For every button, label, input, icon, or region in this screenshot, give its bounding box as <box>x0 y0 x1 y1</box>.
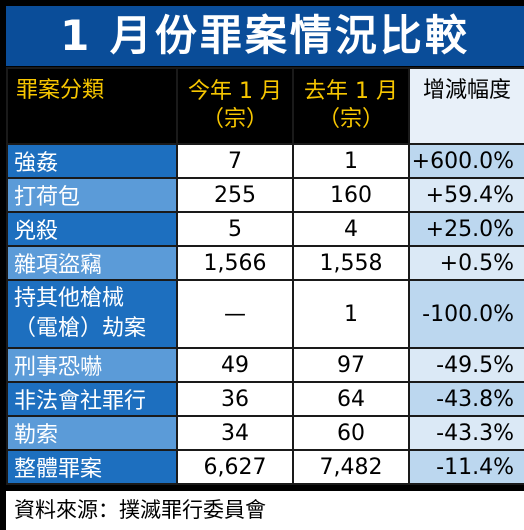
row-category-line1: 持其他槍械 <box>14 286 125 311</box>
header-this-year: 今年 1 月 （宗） <box>176 67 294 145</box>
source-note: 資料來源：撲滅罪行委員會 <box>6 491 524 530</box>
row-last-year: 1 <box>292 143 410 179</box>
header-category: 罪案分類 <box>6 67 178 145</box>
row-change: -43.3% <box>408 415 524 451</box>
row-last-year: 97 <box>292 347 410 383</box>
row-last-year: 4 <box>292 211 410 247</box>
header-this-year-line1: 今年 1 月 <box>188 79 282 104</box>
header-last-year-line1: 去年 1 月 <box>304 79 398 104</box>
page-title: 1 月份罪案情況比較 <box>6 6 524 66</box>
table-row: 強姦 7 1 +600.0% <box>6 143 524 179</box>
row-category: 非法會社罪行 <box>6 381 178 417</box>
crime-comparison-table: 罪案分類 今年 1 月 （宗） 去年 1 月 （宗） 增減幅度 強姦 7 1 +… <box>6 67 524 485</box>
row-category: 持其他槍械 （電槍）劫案 <box>6 279 178 349</box>
table-row: 刑事恐嚇 49 97 -49.5% <box>6 347 524 383</box>
row-this-year: 34 <box>176 415 294 451</box>
row-category: 打荷包 <box>6 177 178 213</box>
table-row: 打荷包 255 160 +59.4% <box>6 177 524 213</box>
row-category: 整體罪案 <box>6 449 178 485</box>
header-last-year: 去年 1 月 （宗） <box>292 67 410 145</box>
header-this-year-line2: （宗） <box>201 107 268 132</box>
row-this-year: 6,627 <box>176 449 294 485</box>
row-category: 強姦 <box>6 143 178 179</box>
table-row: 兇殺 5 4 +25.0% <box>6 211 524 247</box>
row-last-year: 7,482 <box>292 449 410 485</box>
row-this-year: 7 <box>176 143 294 179</box>
row-category: 兇殺 <box>6 211 178 247</box>
row-category-line2: （電槍）劫案 <box>14 316 147 341</box>
row-change: -49.5% <box>408 347 524 383</box>
row-change: +25.0% <box>408 211 524 247</box>
row-change: +0.5% <box>408 245 524 281</box>
row-this-year: 49 <box>176 347 294 383</box>
table-row: 持其他槍械 （電槍）劫案 — 1 -100.0% <box>6 279 524 349</box>
header-change: 增減幅度 <box>408 67 524 145</box>
row-change: -11.4% <box>408 449 524 485</box>
row-this-year: 5 <box>176 211 294 247</box>
row-this-year: 36 <box>176 381 294 417</box>
header-last-year-line2: （宗） <box>317 107 384 132</box>
row-change: +59.4% <box>408 177 524 213</box>
row-change: -43.8% <box>408 381 524 417</box>
table-row: 整體罪案 6,627 7,482 -11.4% <box>6 449 524 485</box>
table-header-row: 罪案分類 今年 1 月 （宗） 去年 1 月 （宗） 增減幅度 <box>6 67 524 145</box>
row-category: 刑事恐嚇 <box>6 347 178 383</box>
row-last-year: 160 <box>292 177 410 213</box>
row-last-year: 1 <box>292 279 410 349</box>
row-this-year: 255 <box>176 177 294 213</box>
row-this-year: 1,566 <box>176 245 294 281</box>
row-change: -100.0% <box>408 279 524 349</box>
row-category: 雜項盜竊 <box>6 245 178 281</box>
row-last-year: 1,558 <box>292 245 410 281</box>
row-category: 勒索 <box>6 415 178 451</box>
row-change: +600.0% <box>408 143 524 179</box>
row-this-year: — <box>176 279 294 349</box>
row-last-year: 60 <box>292 415 410 451</box>
table-row: 勒索 34 60 -43.3% <box>6 415 524 451</box>
row-last-year: 64 <box>292 381 410 417</box>
table-row: 非法會社罪行 36 64 -43.8% <box>6 381 524 417</box>
table-row: 雜項盜竊 1,566 1,558 +0.5% <box>6 245 524 281</box>
